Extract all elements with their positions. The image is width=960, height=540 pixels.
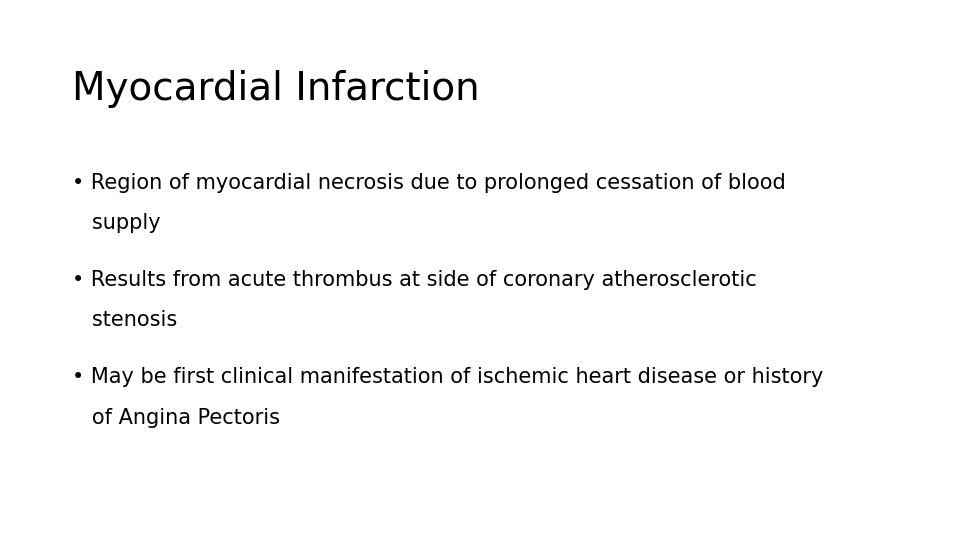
Text: Myocardial Infarction: Myocardial Infarction xyxy=(72,70,480,108)
Text: supply: supply xyxy=(72,213,160,233)
Text: • Region of myocardial necrosis due to prolonged cessation of blood: • Region of myocardial necrosis due to p… xyxy=(72,173,785,193)
Text: stenosis: stenosis xyxy=(72,310,178,330)
Text: of Angina Pectoris: of Angina Pectoris xyxy=(72,408,280,428)
Text: • Results from acute thrombus at side of coronary atherosclerotic: • Results from acute thrombus at side of… xyxy=(72,270,756,290)
Text: • May be first clinical manifestation of ischemic heart disease or history: • May be first clinical manifestation of… xyxy=(72,367,824,387)
